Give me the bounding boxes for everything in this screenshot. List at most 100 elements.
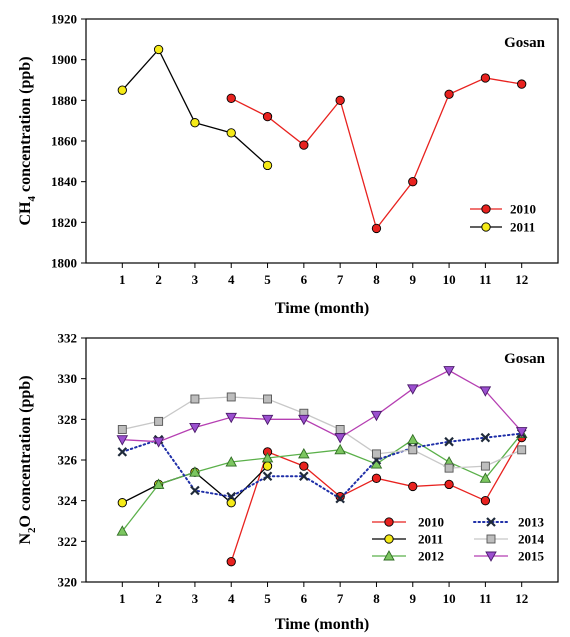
data-point [189,423,201,434]
y-axis-label-subscript: 2 [26,527,38,533]
data-point [480,73,491,83]
data-point [299,471,309,482]
data-point [299,461,309,471]
legend-marker [383,550,395,561]
legend-entry: 2012 [372,549,444,564]
y-axis-label: N2O concentration (ppb) [17,375,38,544]
data-point [408,445,418,455]
x-tick-label: 9 [410,272,417,287]
data-point [153,44,164,55]
station-label: Gosan [504,35,546,51]
data-point [117,447,128,457]
x-tick-label: 6 [301,272,308,287]
legend-label: 2010 [510,202,536,217]
y-tick-label: 1820 [51,215,77,230]
data-point [117,85,127,95]
x-tick-label: 11 [479,591,491,606]
y-tick-label: 1920 [51,12,77,27]
chart-2: 1 2 3 4 5 6 7 8 9 10 11 12320322324326328330332Time… [17,331,559,633]
x-tick-label: 4 [228,591,235,606]
x-tick-label: 8 [373,272,380,287]
data-point [517,445,527,455]
series-2011 [117,44,273,171]
legend-marker [481,222,491,232]
legend-entry: 2010 [470,202,536,217]
data-point [190,394,200,404]
data-point [226,491,237,502]
data-point [298,447,310,459]
legend-label: 2012 [418,549,444,564]
y-tick-label: 1840 [51,174,77,189]
legend-marker [486,534,496,544]
x-tick-label: 1 [119,272,126,287]
data-point [299,140,309,150]
x-tick-label: 12 [515,591,528,606]
data-point [408,481,418,492]
legend-entry: 2014 [474,532,545,547]
plot-frame [85,337,559,583]
x-tick-label: 5 [264,272,271,287]
chart-1: 1 2 3 4 5 6 7 8 9 10 11 121800182018401860188019001… [17,12,559,317]
legend-entry: 2011 [470,220,535,235]
y-tick-label: 320 [58,575,78,590]
x-tick-label: 12 [515,272,528,287]
data-point [226,557,236,567]
data-point [261,452,274,463]
data-point [225,412,237,424]
data-point [152,478,165,489]
data-point [517,79,527,89]
y-tick-label: 1860 [51,134,77,149]
x-axis-label: Time (month) [275,300,369,317]
series-2012 [116,427,528,536]
x-tick-label: 5 [264,591,271,606]
legend-entry: 2011 [372,532,443,547]
series-line [121,433,523,532]
series-2014 [117,392,527,473]
data-point [190,118,200,128]
data-point [190,485,200,496]
data-point [154,416,164,426]
y-axis-label-rest: O concentration (ppb) [17,375,34,527]
data-point [479,472,492,483]
series-line [230,77,522,230]
x-tick-label: 8 [373,591,380,606]
y-tick-label: 1900 [51,52,77,67]
series-line [121,432,523,500]
data-point [334,443,346,455]
legend-label: 2013 [518,515,545,530]
data-point [444,89,454,99]
y-tick-label: 326 [58,453,78,468]
data-point [372,449,381,459]
x-tick-label: 9 [410,591,417,606]
x-tick-label: 2 [155,272,162,287]
data-point [444,436,454,447]
data-point [407,433,419,445]
data-point [262,461,273,471]
legend: 2010 2011 [470,202,536,235]
legend-entry: 2013 [473,515,545,530]
data-point [117,498,127,508]
x-axis-label: Time (month) [275,616,369,633]
y-tick-label: 324 [58,493,78,508]
x-tick-label: 3 [192,591,199,606]
data-point [298,414,310,426]
data-point [263,394,272,404]
data-point [515,427,528,438]
data-point [444,463,454,473]
series-line [122,396,522,469]
legend-marker [384,517,394,527]
data-point [444,479,454,490]
data-point [225,456,237,467]
legend: 2010 2011 2012 2013 2014 2015 [372,515,545,564]
data-point [407,384,419,395]
y-axis-label-rest: concentration (ppb) [17,56,34,196]
y-tick-label: 328 [58,412,78,427]
series-2015 [116,366,528,448]
series-2010 [226,73,527,234]
legend-label: 2015 [518,549,545,564]
legend-label: 2011 [510,220,535,235]
x-tick-label: 7 [337,591,344,606]
data-point [335,425,345,434]
data-point [262,111,273,122]
y-tick-label: 330 [58,371,78,386]
